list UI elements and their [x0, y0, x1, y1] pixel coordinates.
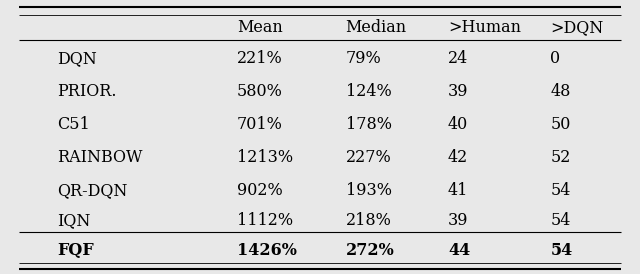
- Text: 54: 54: [550, 182, 571, 199]
- Text: 50: 50: [550, 116, 571, 133]
- Text: 48: 48: [550, 83, 571, 100]
- Text: 40: 40: [448, 116, 468, 133]
- Text: 24: 24: [448, 50, 468, 67]
- Text: 1426%: 1426%: [237, 242, 297, 259]
- Text: 701%: 701%: [237, 116, 283, 133]
- Text: 178%: 178%: [346, 116, 392, 133]
- Text: C51: C51: [58, 116, 90, 133]
- Text: 218%: 218%: [346, 212, 392, 229]
- Text: >Human: >Human: [448, 19, 521, 36]
- Text: 902%: 902%: [237, 182, 282, 199]
- Text: 272%: 272%: [346, 242, 394, 259]
- Text: 52: 52: [550, 149, 571, 166]
- Text: >DQN: >DQN: [550, 19, 604, 36]
- Text: 54: 54: [550, 212, 571, 229]
- Text: RAINBOW: RAINBOW: [58, 149, 143, 166]
- Text: 227%: 227%: [346, 149, 391, 166]
- Text: 39: 39: [448, 212, 468, 229]
- Text: PRIOR.: PRIOR.: [58, 83, 117, 100]
- Text: 580%: 580%: [237, 83, 283, 100]
- Text: 39: 39: [448, 83, 468, 100]
- Text: 1213%: 1213%: [237, 149, 293, 166]
- Text: 44: 44: [448, 242, 470, 259]
- Text: FQF: FQF: [58, 242, 94, 259]
- Text: 42: 42: [448, 149, 468, 166]
- Text: Mean: Mean: [237, 19, 282, 36]
- Text: 124%: 124%: [346, 83, 391, 100]
- Text: 0: 0: [550, 50, 561, 67]
- Text: 1112%: 1112%: [237, 212, 293, 229]
- Text: QR-DQN: QR-DQN: [58, 182, 128, 199]
- Text: IQN: IQN: [58, 212, 91, 229]
- Text: DQN: DQN: [58, 50, 97, 67]
- Text: Median: Median: [346, 19, 407, 36]
- Text: 54: 54: [550, 242, 573, 259]
- Text: 41: 41: [448, 182, 468, 199]
- Text: 221%: 221%: [237, 50, 282, 67]
- Text: 79%: 79%: [346, 50, 381, 67]
- Text: 193%: 193%: [346, 182, 392, 199]
